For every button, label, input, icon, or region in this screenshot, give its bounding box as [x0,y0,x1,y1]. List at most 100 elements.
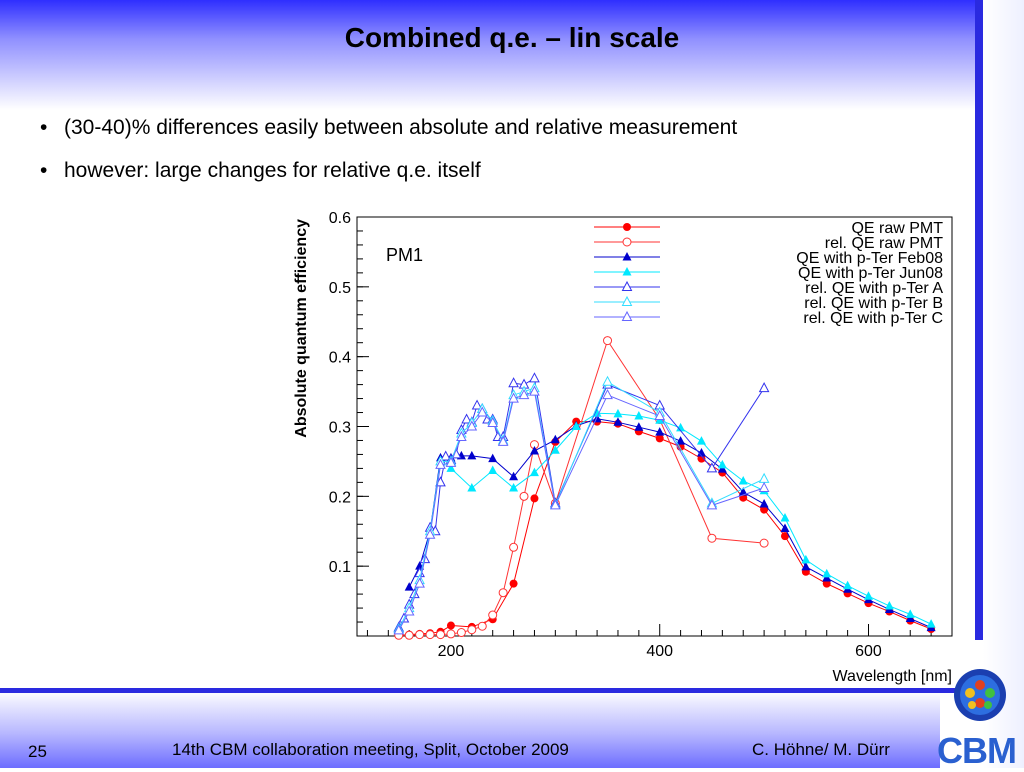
data-point [456,430,467,441]
data-point [529,385,540,396]
data-point [863,591,873,600]
cbm-logo-text: CBM [937,730,1017,771]
data-point [404,630,414,640]
data-point [488,610,498,620]
data-point [509,579,518,588]
data-point [613,417,623,426]
footer-event: 14th CBM collaboration meeting, Split, O… [172,740,569,759]
bullet-list: (30-40)% differences easily between abso… [40,116,737,202]
series-group [393,385,770,635]
cbm-logo-graphic [954,669,1006,721]
y-tick-label: 0.6 [329,210,351,227]
bullet-item: however: large changes for relative q.e.… [40,159,737,183]
data-point [508,392,519,403]
data-point [488,465,498,474]
data-point [435,458,446,469]
data-point [508,377,519,388]
slide-title: Combined q.e. – lin scale [344,22,680,53]
data-point [758,481,770,492]
data-point [393,624,405,635]
header-gradient [0,0,975,110]
data-point [706,462,718,473]
data-point [530,494,539,503]
legend-marker [621,280,633,291]
page-number: 25 [28,742,47,761]
data-point [467,482,477,492]
right-decor-band [975,0,983,640]
legend-marker [622,237,632,247]
data-point [519,491,529,501]
data-point [436,630,446,640]
data-point [456,628,466,638]
x-tick-label: 200 [438,643,465,660]
data-point [509,482,519,492]
data-point [759,538,769,548]
legend-label: rel. QE raw PMT [825,235,943,252]
data-point [759,499,769,508]
chart-background [246,205,956,687]
data-point [738,475,748,485]
data-point [717,459,727,469]
legend-label: rel. QE with p-Ter A [805,280,943,297]
footer-rule [0,688,975,693]
legend-marker [622,252,632,261]
data-point [461,413,472,424]
cbm-logo [935,665,1020,765]
data-point [676,422,686,432]
data-point [518,389,530,400]
data-point [603,336,613,346]
data-point [780,532,789,541]
legend-marker [621,310,633,321]
data-point [602,389,613,400]
x-tick-label: 600 [855,643,882,660]
footer-gradient [0,690,940,768]
x-axis-label: Wavelength [nm] [833,668,952,685]
data-point [843,580,853,590]
chart-series [393,336,936,640]
data-point [613,408,623,418]
data-point [446,463,456,472]
data-point [822,579,831,588]
series-group [394,336,769,640]
data-point [488,453,498,463]
data-point [905,609,915,618]
right-decor-strip [983,0,1024,768]
legend-label: rel. QE with p-Ter B [804,295,943,312]
data-point [425,630,435,640]
data-point [676,436,686,445]
data-point [529,467,539,477]
data-point [822,568,832,578]
data-point [801,561,811,571]
data-point [654,409,666,421]
data-point [445,456,457,467]
series-group [446,408,936,628]
data-point [655,427,665,436]
data-point [696,448,706,457]
data-point [707,533,717,543]
data-point [466,420,478,431]
data-point [634,411,644,420]
legend-label: QE with p-Ter Feb08 [796,250,943,267]
data-point [446,629,456,639]
data-point [697,454,706,463]
data-point [571,421,581,430]
data-point [780,512,790,522]
data-point [509,542,519,552]
data-point [602,375,613,386]
legend-marker [623,223,631,231]
data-point [780,523,790,532]
y-tick-label: 0.5 [329,280,351,297]
data-point [467,450,477,460]
data-point [550,434,560,444]
data-point [477,621,487,631]
axis-ticks: 0.1 0.2 0.3 0.4 0.5 0.6 200 400 600 [329,210,953,660]
legend-marker [621,295,633,306]
bullet-item: (30-40)% differences easily between abso… [40,116,737,140]
data-point [696,436,706,445]
data-point [467,625,477,635]
data-point [550,499,561,510]
data-point [497,435,509,446]
data-point [529,445,539,455]
